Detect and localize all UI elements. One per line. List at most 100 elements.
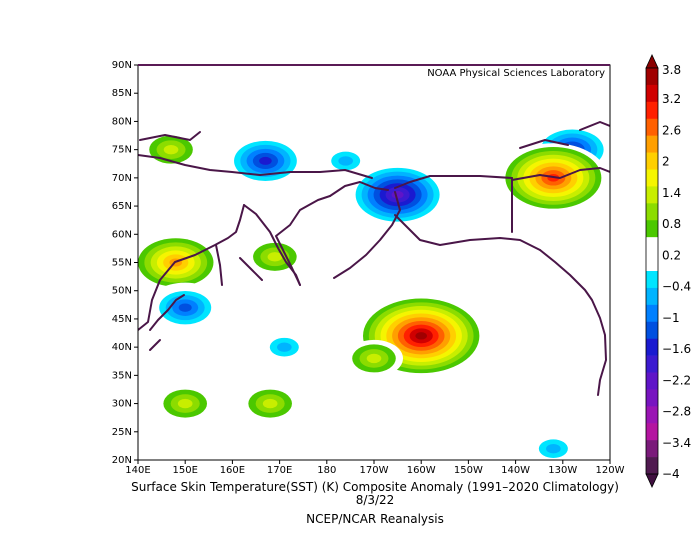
- colorbar-label: 0.2: [662, 248, 681, 262]
- anomaly-contour: [177, 398, 193, 409]
- coastline-segment: [275, 195, 331, 286]
- anomaly-contour: [267, 252, 283, 262]
- colorbar-label: 0.8: [662, 217, 681, 231]
- colorbar-label: −3.4: [662, 436, 691, 450]
- colorbar-segment: [646, 423, 658, 441]
- colorbar-segment: [646, 389, 658, 407]
- coastline-segment: [149, 339, 161, 351]
- colorbar-segment: [646, 271, 658, 289]
- anomaly-center: [241, 384, 300, 423]
- neutral-region: [470, 300, 610, 420]
- lat-tick-label: 25N: [112, 427, 132, 438]
- colorbar-label: −4: [662, 467, 680, 481]
- caption-source: NCEP/NCAR Reanalysis: [306, 512, 444, 526]
- anomaly-contour: [366, 353, 382, 364]
- colorbar: 3.8 3.2 2.6 2 1.4 0.8 0.2 −0.4 −1 −1.6 −2.2 −2.8 −3.…: [645, 54, 691, 488]
- lat-tick-label: 65N: [112, 201, 132, 212]
- lon-tick-label: 140E: [125, 465, 150, 476]
- colorbar-label: 2.6: [662, 124, 681, 138]
- anomaly-contour: [259, 156, 272, 165]
- lat-tick-label: 70N: [112, 173, 132, 184]
- coastline-segment: [579, 121, 610, 131]
- colorbar-label: 3.2: [662, 92, 681, 106]
- lat-tick-label: 60N: [112, 229, 132, 240]
- lon-tick-label: 120W: [596, 465, 625, 476]
- colorbar-segment: [646, 338, 658, 356]
- colorbar-label: −1: [662, 311, 680, 325]
- coastline-segment: [149, 294, 185, 331]
- anomaly-contour: [163, 144, 179, 155]
- anomaly-contour: [277, 342, 292, 352]
- colorbar-label: −2.2: [662, 373, 691, 387]
- colorbar-segment: [646, 68, 658, 86]
- coastline-segment: [394, 214, 541, 251]
- colorbar-segment: [646, 118, 658, 136]
- anomaly-center: [146, 282, 225, 333]
- coastline-segment: [138, 154, 373, 179]
- colorbar-segment: [646, 203, 658, 221]
- longitude-axis: 140E 150E 160E 170E 180 170W 160W 150W 140W 130W 1…: [125, 460, 625, 476]
- coastline-segment: [511, 167, 610, 181]
- colorbar-label: 1.4: [662, 186, 681, 200]
- colorbar-segment: [646, 440, 658, 458]
- colorbar-segment: [646, 152, 658, 170]
- neutral-region: [410, 270, 480, 300]
- lat-tick-label: 50N: [112, 286, 132, 297]
- colorbar-segment: [646, 321, 658, 339]
- lon-tick-label: 160W: [407, 465, 436, 476]
- anomaly-contour: [391, 190, 404, 199]
- anomaly-contour: [178, 303, 192, 312]
- colorbar-segment: [646, 186, 658, 204]
- credit-label: NOAA Physical Sciences Laboratory: [427, 68, 605, 79]
- colorbar-segment: [646, 84, 658, 103]
- anomaly-center: [156, 384, 215, 423]
- lat-tick-label: 35N: [112, 370, 132, 381]
- colorbar-segment: [646, 457, 658, 475]
- anomaly-contour: [546, 444, 561, 454]
- anomaly-center: [255, 328, 314, 366]
- colorbar-segment: [646, 135, 658, 153]
- lon-tick-label: 160E: [220, 465, 245, 476]
- anomaly-contour: [338, 156, 353, 166]
- coastline-segment: [333, 191, 401, 279]
- lat-tick-label: 40N: [112, 342, 132, 353]
- coastline-segment: [539, 249, 607, 396]
- lon-tick-label: 170W: [360, 465, 389, 476]
- colorbar-segment: [646, 220, 658, 238]
- colorbar-max-arrow: [645, 54, 659, 69]
- lat-tick-label: 90N: [112, 60, 132, 71]
- lon-tick-label: 140W: [501, 465, 530, 476]
- anomaly-contour: [415, 332, 428, 340]
- coastline-segment: [394, 175, 513, 189]
- coastline-segment: [215, 244, 223, 286]
- lat-tick-label: 20N: [112, 455, 132, 466]
- colorbar-label: 3.8: [662, 63, 681, 77]
- colorbar-segment: [646, 254, 658, 272]
- colorbar-segment: [646, 287, 658, 306]
- caption-date: 8/3/22: [355, 493, 395, 507]
- colorbar-label: 2: [662, 155, 670, 169]
- coastline-segment: [239, 257, 263, 281]
- lat-tick-label: 45N: [112, 314, 132, 325]
- colorbar-segment: [646, 304, 658, 323]
- colorbar-label: −0.4: [662, 280, 691, 294]
- colorbar-segment: [646, 237, 658, 255]
- colorbar-label: −1.6: [662, 342, 691, 356]
- colorbar-segment: [646, 406, 658, 424]
- lat-tick-label: 85N: [112, 88, 132, 99]
- lon-tick-label: 150E: [172, 465, 197, 476]
- coastline-segment: [519, 139, 569, 149]
- lon-tick-label: 170E: [267, 465, 292, 476]
- colorbar-label: −2.8: [662, 405, 691, 419]
- colorbar-frame: [645, 67, 659, 475]
- plot-area: [138, 65, 610, 460]
- caption-title: Surface Skin Temperature(SST) (K) Compos…: [131, 480, 619, 494]
- anomaly-center: [345, 339, 403, 378]
- lat-tick-label: 75N: [112, 145, 132, 156]
- lon-tick-label: 150W: [454, 465, 483, 476]
- lat-tick-label: 80N: [112, 116, 132, 127]
- anomaly-center: [524, 430, 583, 460]
- colorbar-segment: [646, 169, 658, 187]
- coastline-segment: [138, 204, 245, 331]
